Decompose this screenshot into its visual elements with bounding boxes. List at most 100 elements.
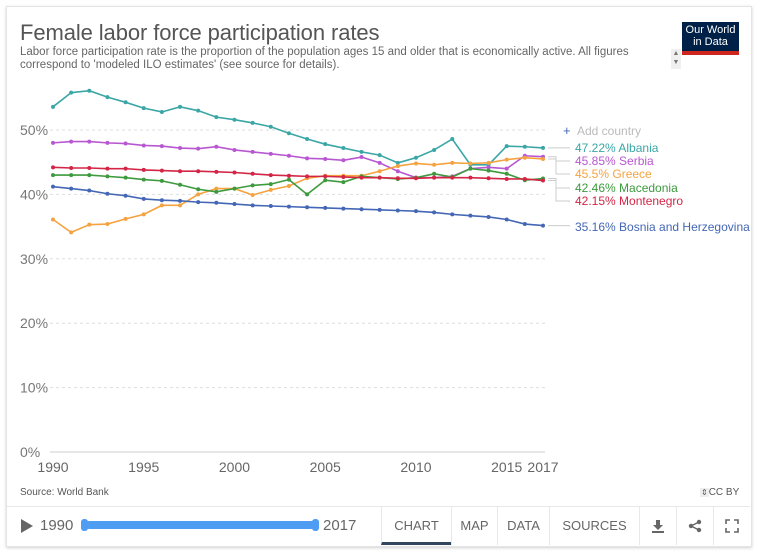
data-point[interactable]	[413, 155, 418, 160]
data-point[interactable]	[214, 200, 219, 205]
fullscreen-button[interactable]	[713, 507, 750, 545]
data-point[interactable]	[51, 104, 55, 109]
timeline-start-handle[interactable]	[81, 519, 88, 531]
data-point[interactable]	[87, 188, 92, 193]
data-point[interactable]	[450, 175, 455, 180]
license-link[interactable]: ⇕CC BY	[700, 487, 739, 498]
data-point[interactable]	[69, 165, 74, 170]
data-point[interactable]	[432, 210, 437, 215]
data-point[interactable]	[359, 207, 364, 212]
data-point[interactable]	[286, 173, 291, 178]
data-point[interactable]	[69, 186, 74, 191]
data-point[interactable]	[341, 180, 346, 185]
data-point[interactable]	[341, 158, 346, 163]
data-point[interactable]	[178, 182, 183, 187]
data-point[interactable]	[268, 151, 273, 156]
data-point[interactable]	[105, 166, 110, 171]
series-serbia[interactable]	[51, 139, 545, 180]
series-greece[interactable]	[51, 155, 545, 235]
series-line[interactable]	[52, 166, 544, 182]
data-point[interactable]	[541, 223, 545, 228]
data-point[interactable]	[51, 173, 55, 178]
data-point[interactable]	[178, 198, 183, 203]
data-point[interactable]	[486, 168, 491, 173]
data-point[interactable]	[450, 160, 455, 165]
data-point[interactable]	[69, 139, 74, 144]
legend-label[interactable]: 35.16% Bosnia and Herzegovina	[575, 220, 750, 234]
legend-entry[interactable]: 45.85% Serbia	[548, 154, 654, 168]
data-point[interactable]	[377, 207, 382, 212]
data-point[interactable]	[323, 156, 328, 161]
scroll-up-icon[interactable]: ▲	[672, 50, 680, 57]
data-point[interactable]	[286, 204, 291, 209]
scroll-down-icon[interactable]: ▼	[672, 59, 680, 66]
data-point[interactable]	[159, 168, 164, 173]
data-point[interactable]	[395, 160, 400, 165]
data-point[interactable]	[214, 186, 219, 191]
data-point[interactable]	[432, 175, 437, 180]
data-point[interactable]	[196, 192, 201, 197]
data-point[interactable]	[250, 149, 255, 154]
data-point[interactable]	[105, 95, 110, 100]
data-point[interactable]	[522, 222, 527, 227]
data-point[interactable]	[413, 161, 418, 166]
data-point[interactable]	[232, 147, 237, 152]
data-point[interactable]	[87, 88, 92, 93]
legend-label[interactable]: 42.15% Montenegro	[575, 194, 683, 208]
data-point[interactable]	[141, 177, 146, 182]
data-point[interactable]	[250, 120, 255, 125]
data-point[interactable]	[486, 160, 491, 165]
data-point[interactable]	[341, 146, 346, 151]
data-point[interactable]	[323, 142, 328, 147]
data-point[interactable]	[214, 169, 219, 174]
data-point[interactable]	[250, 171, 255, 176]
data-point[interactable]	[178, 203, 183, 208]
data-point[interactable]	[69, 173, 74, 178]
data-point[interactable]	[305, 156, 310, 161]
tab-data[interactable]: DATA	[497, 507, 549, 545]
data-point[interactable]	[522, 176, 527, 181]
data-point[interactable]	[486, 214, 491, 219]
data-point[interactable]	[268, 203, 273, 208]
data-point[interactable]	[159, 203, 164, 208]
data-point[interactable]	[377, 160, 382, 165]
series-line[interactable]	[53, 167, 544, 196]
data-point[interactable]	[159, 144, 164, 149]
timeline-slider[interactable]	[85, 521, 317, 529]
data-point[interactable]	[305, 174, 310, 179]
data-point[interactable]	[323, 178, 328, 183]
data-point[interactable]	[504, 171, 509, 176]
tab-chart[interactable]: CHART	[381, 507, 451, 545]
timeline-end-handle[interactable]	[312, 519, 319, 531]
data-point[interactable]	[268, 124, 273, 129]
data-point[interactable]	[232, 186, 237, 191]
legend-entry[interactable]: 47.22% Albania	[548, 141, 659, 155]
data-point[interactable]	[432, 171, 437, 176]
data-point[interactable]	[123, 100, 128, 105]
data-point[interactable]	[468, 213, 473, 218]
data-point[interactable]	[51, 165, 55, 170]
data-point[interactable]	[250, 183, 255, 188]
data-point[interactable]	[359, 149, 364, 154]
data-point[interactable]	[141, 196, 146, 201]
data-point[interactable]	[395, 164, 400, 169]
data-point[interactable]	[395, 176, 400, 181]
data-point[interactable]	[214, 115, 219, 120]
legend-entry[interactable]: 42.46% Macedonia	[548, 178, 678, 195]
share-button[interactable]	[676, 507, 713, 545]
data-point[interactable]	[341, 206, 346, 211]
series-montenegro[interactable]	[51, 165, 545, 183]
data-point[interactable]	[468, 175, 473, 180]
data-point[interactable]	[432, 162, 437, 167]
data-point[interactable]	[105, 191, 110, 196]
data-point[interactable]	[159, 109, 164, 114]
series-line[interactable]	[52, 89, 544, 166]
data-point[interactable]	[232, 202, 237, 207]
data-point[interactable]	[178, 104, 183, 109]
legend-entry[interactable]: 45.5% Greece	[548, 158, 652, 181]
legend-entry[interactable]: 35.16% Bosnia and Herzegovina	[548, 220, 750, 234]
data-point[interactable]	[159, 178, 164, 183]
data-point[interactable]	[359, 175, 364, 180]
data-point[interactable]	[395, 208, 400, 213]
data-point[interactable]	[286, 153, 291, 158]
